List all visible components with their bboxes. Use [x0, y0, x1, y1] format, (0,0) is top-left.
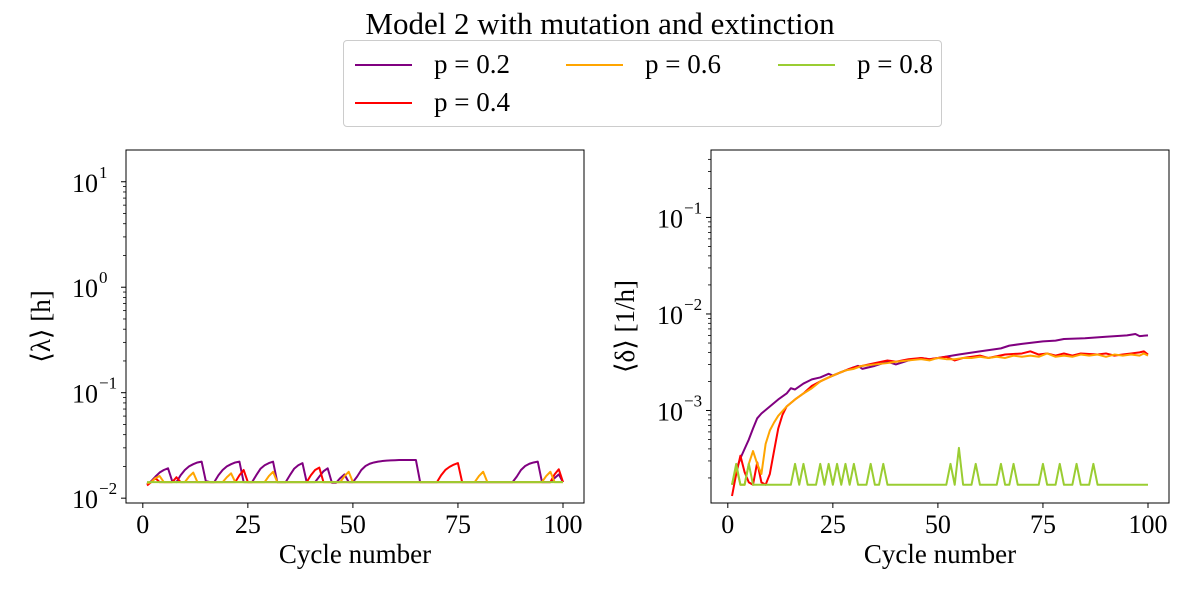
x-tick-label: 50 [340, 510, 366, 539]
y-tick-exponent: −2 [99, 479, 117, 498]
y-tick-label: 10 [657, 204, 683, 233]
legend-swatch-p08 [778, 64, 835, 66]
axes-frame [710, 149, 1170, 504]
y-tick-exponent: 1 [99, 163, 108, 182]
legend-swatch-p04 [355, 102, 412, 104]
x-tick-label: 100 [1128, 510, 1167, 539]
series-line-08 [731, 446, 1148, 486]
y-tick-exponent: 0 [99, 268, 108, 287]
x-tick-label: 50 [925, 510, 951, 539]
legend: p = 0.2 p = 0.4 p = 0.6 p = 0.8 [343, 40, 942, 127]
x-axis-label: Cycle number [864, 539, 1016, 569]
series-group [146, 459, 564, 487]
series-line-06 [731, 352, 1149, 486]
series-line-02 [146, 459, 564, 486]
legend-swatch-p02 [355, 64, 412, 66]
y-tick-exponent: −3 [684, 391, 702, 410]
axes-frame [125, 149, 585, 504]
x-tick-label: 25 [820, 510, 846, 539]
y-axis-label: ⟨λ⟩ [h] [26, 290, 56, 362]
series-line-04 [731, 350, 1149, 497]
y-tick-exponent: −1 [99, 374, 117, 393]
legend-label-p04: p = 0.4 [434, 87, 510, 117]
x-tick-label: 25 [235, 510, 261, 539]
x-tick-label: 100 [543, 510, 582, 539]
series-line-02 [731, 333, 1149, 486]
legend-label-p02: p = 0.2 [434, 49, 510, 79]
x-tick-label: 0 [721, 510, 734, 539]
y-tick-label: 10 [72, 485, 98, 514]
x-axis-label: Cycle number [279, 539, 431, 569]
x-tick-label: 75 [445, 510, 471, 539]
y-tick-label: 10 [657, 301, 683, 330]
y-tick-label: 10 [72, 169, 98, 198]
figure-title: Model 2 with mutation and extinction [365, 6, 835, 41]
legend-label-p06: p = 0.6 [645, 49, 721, 79]
y-tick-exponent: −2 [684, 295, 702, 314]
y-tick-label: 10 [72, 380, 98, 409]
series-group [731, 333, 1149, 497]
y-tick-label: 10 [72, 274, 98, 303]
x-tick-label: 75 [1030, 510, 1056, 539]
y-axis-label: ⟨δ⟩ [1/h] [610, 280, 640, 373]
x-tick-label: 0 [136, 510, 149, 539]
y-tick-exponent: −1 [684, 198, 702, 217]
y-tick-label: 10 [657, 397, 683, 426]
legend-label-p08: p = 0.8 [857, 49, 933, 79]
legend-swatch-p06 [566, 64, 623, 66]
